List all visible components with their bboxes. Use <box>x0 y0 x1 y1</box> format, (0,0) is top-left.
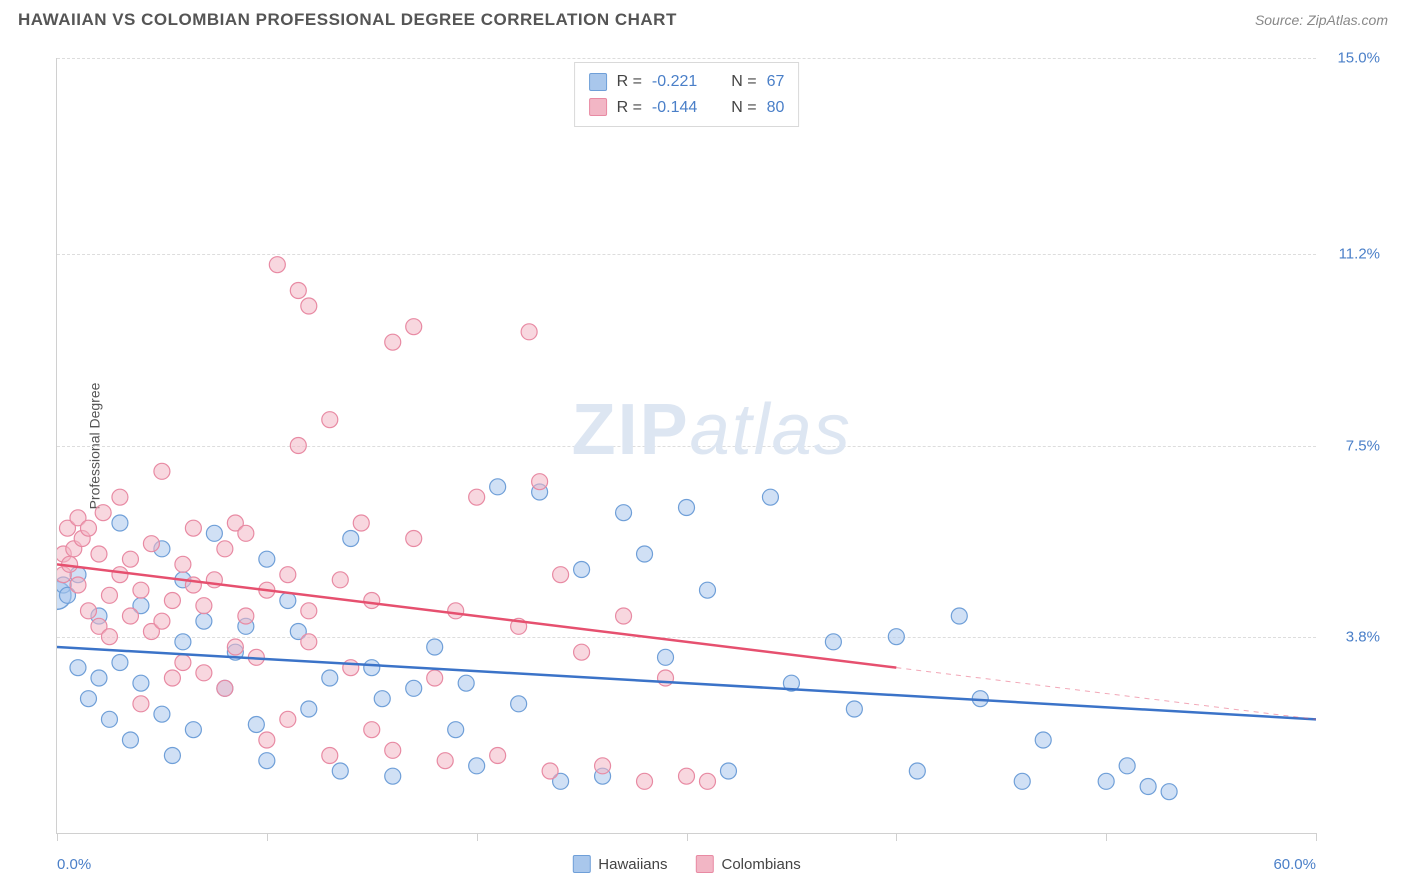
legend-item-hawaiians: Hawaiians <box>572 855 667 873</box>
legend-row-hawaiians: R = -0.221 N = 67 <box>589 69 785 95</box>
chart-container: Professional Degree ZIPatlas R = -0.221 … <box>18 44 1388 880</box>
y-tick-label: 11.2% <box>1339 246 1380 263</box>
swatch-hawaiians <box>572 855 590 873</box>
legend-item-colombians: Colombians <box>695 855 800 873</box>
chart-title: HAWAIIAN VS COLOMBIAN PROFESSIONAL DEGRE… <box>18 10 677 30</box>
plot-area: Professional Degree ZIPatlas R = -0.221 … <box>56 58 1316 834</box>
y-tick-label: 7.5% <box>1346 437 1380 454</box>
chart-header: HAWAIIAN VS COLOMBIAN PROFESSIONAL DEGRE… <box>0 0 1406 36</box>
correlation-legend: R = -0.221 N = 67 R = -0.144 N = 80 <box>574 62 800 127</box>
y-tick-label: 3.8% <box>1346 628 1380 645</box>
swatch-hawaiians <box>589 73 607 91</box>
scatter-svg <box>57 58 1316 833</box>
legend-row-colombians: R = -0.144 N = 80 <box>589 95 785 121</box>
x-min-label: 0.0% <box>57 856 91 873</box>
x-max-label: 60.0% <box>1273 856 1316 873</box>
series-legend: Hawaiians Colombians <box>572 855 800 873</box>
source-label: Source: ZipAtlas.com <box>1255 12 1388 28</box>
swatch-colombians <box>695 855 713 873</box>
y-tick-label: 15.0% <box>1337 50 1380 67</box>
swatch-colombians <box>589 98 607 116</box>
